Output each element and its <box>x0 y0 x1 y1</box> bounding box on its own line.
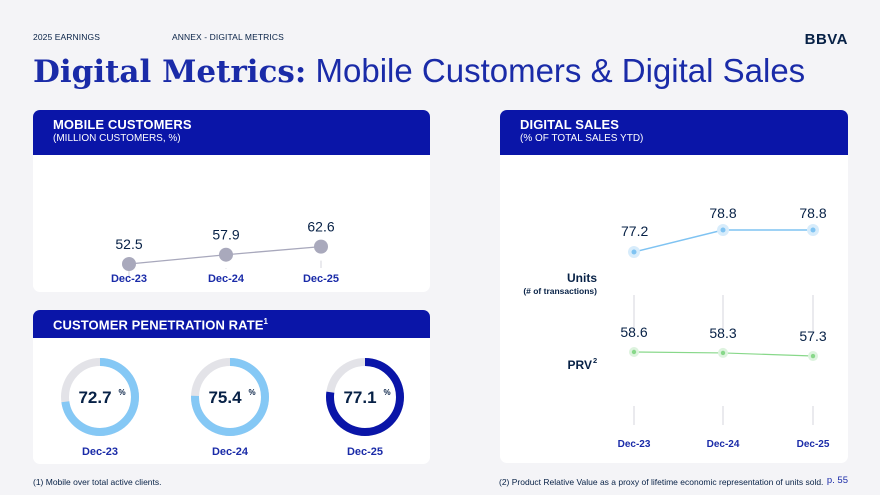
penetration-footnote-mark: 1 <box>263 317 269 326</box>
units-sublabel: (# of transactions) <box>523 286 597 296</box>
units-label: Units <box>567 271 597 285</box>
units-point <box>720 227 726 233</box>
units-point <box>810 227 816 233</box>
prv-point <box>810 353 816 359</box>
donut-arc <box>191 358 269 436</box>
prv-point <box>720 350 726 356</box>
donut-arc <box>61 358 139 436</box>
mobile-customers-subtitle: (MILLION CUSTOMERS, %) <box>53 133 181 144</box>
digital-sales-title: DIGITAL SALES <box>520 117 620 132</box>
mobile-value-label: 52.5 <box>115 236 142 252</box>
prv-superscript: 2 <box>593 356 597 365</box>
penetration-title: CUSTOMER PENETRATION RATE1 <box>53 317 430 332</box>
digital-sales-header: DIGITAL SALES (% OF TOTAL SALES YTD) <box>500 110 848 155</box>
annex-label: ANNEX - DIGITAL METRICS <box>172 32 284 42</box>
donut-category-label: Dec-25 <box>347 446 383 458</box>
prv-label: PRV <box>568 358 592 372</box>
mobile-value-label: 62.6 <box>307 219 334 235</box>
mobile-customers-card: MOBILE CUSTOMERS (MILLION CUSTOMERS, %) … <box>33 110 430 292</box>
prv-point <box>631 349 637 355</box>
mobile-customers-header: MOBILE CUSTOMERS (MILLION CUSTOMERS, %) <box>33 110 430 155</box>
donut-value: 77.1 <box>343 388 376 407</box>
prv-value-label: 58.3 <box>709 325 736 341</box>
units-point <box>631 249 637 255</box>
prv-value-label: 58.6 <box>620 324 647 340</box>
footnote-2: (2) Product Relative Value as a proxy of… <box>499 477 824 487</box>
donut-unit: % <box>118 388 125 397</box>
donut-category-label: Dec-23 <box>82 446 118 458</box>
donut-value: 75.4 <box>208 388 242 407</box>
donut-category-label: Dec-24 <box>212 446 249 458</box>
units-value-label: 78.8 <box>709 205 736 221</box>
page-number: p. 55 <box>826 475 848 486</box>
digital-sales-chart: Units (# of transactions) PRV 2 77.2 78.8… <box>523 205 830 450</box>
mobile-point <box>122 257 136 271</box>
donut-value: 72.7 <box>78 388 111 407</box>
digital-category-label: Dec-25 <box>797 439 830 450</box>
donut-unit: % <box>248 388 255 397</box>
mobile-category-label: Dec-23 <box>111 273 147 285</box>
page-title-rest: Mobile Customers & Digital Sales <box>315 52 806 89</box>
digital-category-label: Dec-24 <box>707 439 740 450</box>
page-title-bold: Digital Metrics: <box>33 54 307 90</box>
donut-unit: % <box>383 388 390 397</box>
penetration-chart: 72.7 % Dec-23 75.4 % Dec-24 77.1 % Dec-25 <box>61 358 404 458</box>
mobile-point <box>314 239 328 254</box>
footnote-1: (1) Mobile over total active clients. <box>33 477 162 487</box>
digital-sales-subtitle: (% OF TOTAL SALES YTD) <box>520 133 644 144</box>
penetration-header: CUSTOMER PENETRATION RATE1 <box>33 310 430 338</box>
mobile-customers-chart: 52.5 Dec-23 57.9 Dec-24 62.6 Dec-25 <box>111 219 339 285</box>
mobile-value-label: 57.9 <box>212 227 239 243</box>
penetration-card: CUSTOMER PENETRATION RATE1 72.7% Dec-23 75… <box>33 310 430 464</box>
donut-arc <box>326 358 404 436</box>
digital-category-label: Dec-23 <box>618 439 651 450</box>
penetration-title-text: CUSTOMER PENETRATION RATE <box>53 317 264 333</box>
section-label: 2025 EARNINGS <box>33 32 100 42</box>
mobile-category-label: Dec-24 <box>208 273 245 285</box>
digital-sales-card: DIGITAL SALES (% OF TOTAL SALES YTD) Uni… <box>500 110 848 463</box>
bbva-logo: BBVA <box>804 31 848 48</box>
page-title: Digital Metrics: Mobile Customers & Digi… <box>33 52 805 90</box>
units-value-label: 78.8 <box>799 205 826 221</box>
mobile-category-label: Dec-25 <box>303 273 339 285</box>
mobile-point <box>219 247 233 262</box>
prv-value-label: 57.3 <box>799 328 826 344</box>
mobile-customers-title: MOBILE CUSTOMERS <box>53 117 192 132</box>
units-value-label: 77.2 <box>621 223 648 239</box>
